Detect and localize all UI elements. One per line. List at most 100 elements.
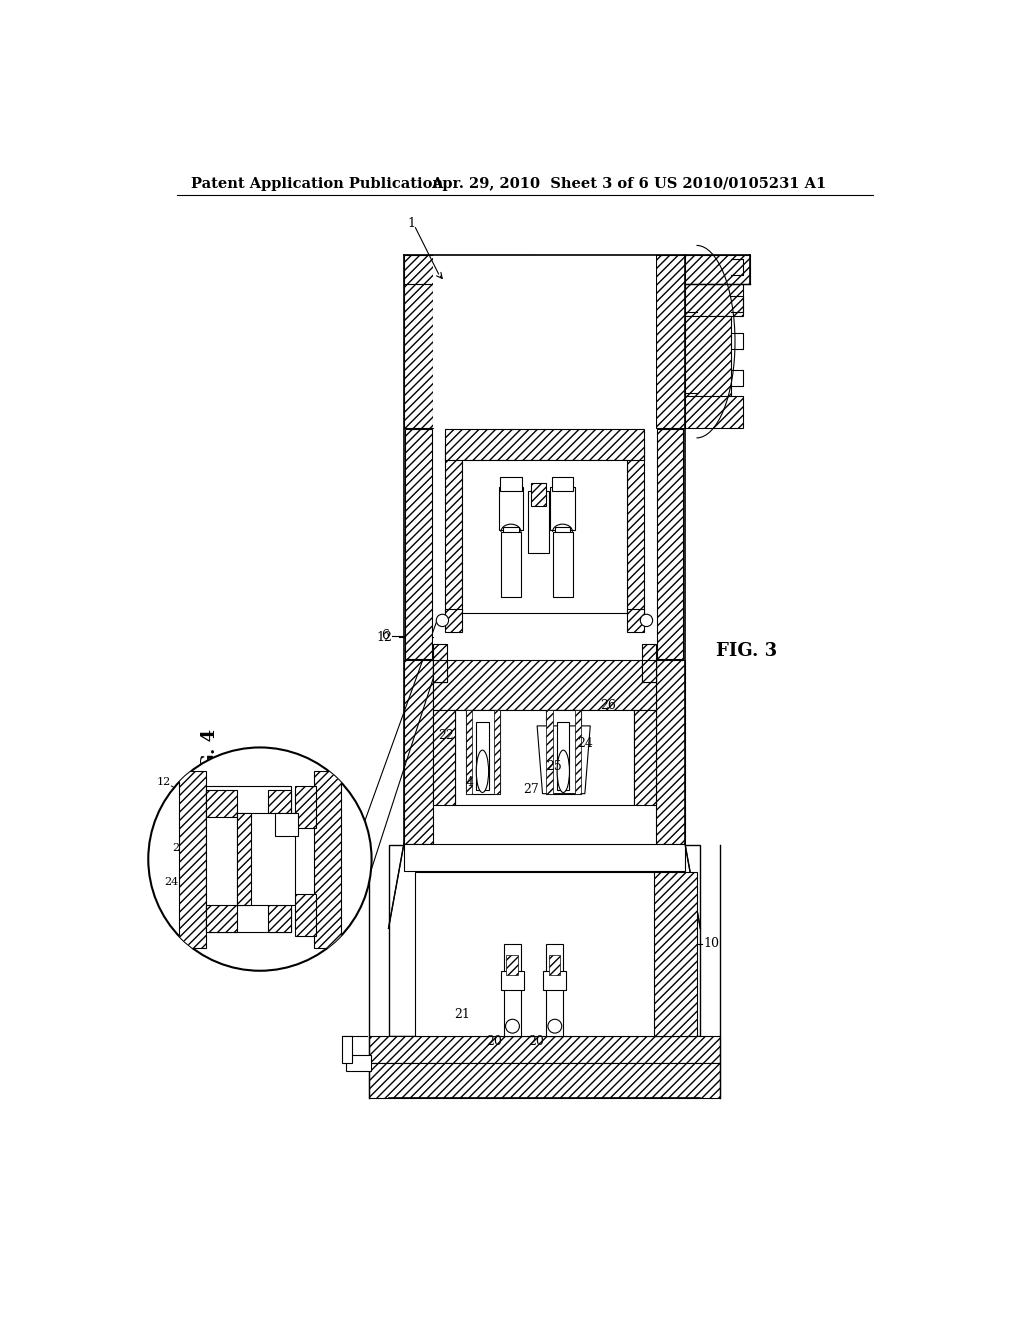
Bar [476, 722, 488, 789]
Text: 12: 12 [157, 777, 171, 787]
Bar [406, 429, 432, 659]
Bar [628, 445, 644, 612]
Bar [206, 906, 237, 932]
Bar [267, 789, 291, 817]
Text: FIG. 3: FIG. 3 [716, 643, 777, 660]
Circle shape [148, 747, 372, 970]
Ellipse shape [557, 750, 569, 792]
Circle shape [506, 1019, 519, 1034]
Bar [313, 771, 341, 948]
Text: 26: 26 [600, 698, 615, 711]
Bar [370, 1036, 720, 1063]
Bar [501, 532, 521, 598]
Bar [370, 1063, 720, 1098]
Bar [403, 255, 751, 284]
Text: 27: 27 [523, 783, 539, 796]
Bar [547, 710, 553, 793]
Text: 22: 22 [438, 730, 454, 742]
Bar [462, 461, 628, 612]
Bar [657, 429, 683, 659]
Bar [685, 284, 742, 317]
Bar [237, 813, 295, 906]
Bar [237, 813, 251, 906]
Bar [403, 843, 685, 871]
Text: 6: 6 [381, 630, 389, 643]
Bar [342, 1036, 351, 1063]
Bar [295, 785, 316, 829]
Text: 24: 24 [164, 878, 178, 887]
Bar [503, 527, 518, 557]
Bar [416, 873, 674, 1036]
Bar [433, 660, 655, 710]
Bar [552, 478, 573, 491]
Bar [531, 483, 547, 507]
Bar [403, 660, 433, 843]
Text: 4: 4 [465, 776, 473, 788]
Text: 26: 26 [295, 924, 309, 933]
Bar [528, 491, 550, 553]
Bar [346, 1056, 371, 1071]
Bar [547, 710, 581, 793]
Bar [642, 644, 655, 682]
Bar [549, 956, 560, 974]
Bar [275, 813, 298, 836]
Bar [433, 660, 447, 682]
Bar [295, 894, 316, 936]
Text: FIG. 4: FIG. 4 [201, 729, 219, 789]
Circle shape [436, 614, 449, 627]
Circle shape [640, 614, 652, 627]
Ellipse shape [476, 750, 488, 792]
Text: 25: 25 [266, 916, 281, 925]
Bar [433, 710, 455, 805]
Bar [444, 429, 644, 461]
Bar [403, 255, 433, 428]
Text: 22: 22 [172, 842, 186, 853]
Text: Apr. 29, 2010  Sheet 3 of 6: Apr. 29, 2010 Sheet 3 of 6 [431, 177, 648, 191]
Bar [685, 317, 731, 397]
Bar [685, 396, 742, 428]
Text: Patent Application Publication: Patent Application Publication [190, 177, 442, 191]
Bar [433, 644, 447, 682]
Text: 24: 24 [577, 737, 593, 750]
Bar [634, 710, 655, 805]
Text: 21: 21 [454, 1008, 470, 1022]
Bar [655, 255, 685, 428]
Text: 4: 4 [241, 850, 248, 861]
Text: US 2010/0105231 A1: US 2010/0105231 A1 [654, 177, 826, 191]
Bar [179, 771, 206, 948]
Bar [500, 478, 521, 491]
Bar [574, 710, 581, 793]
Polygon shape [538, 726, 590, 793]
Bar [444, 445, 462, 612]
Bar [642, 660, 655, 682]
Bar [544, 970, 566, 990]
Circle shape [548, 1019, 562, 1034]
Text: 25: 25 [546, 760, 562, 774]
Bar [547, 944, 563, 1036]
Bar [206, 785, 291, 932]
Bar [388, 845, 700, 1036]
Bar [557, 722, 569, 789]
Text: 20: 20 [528, 1035, 545, 1048]
Text: 10: 10 [703, 937, 720, 950]
Bar [466, 710, 500, 793]
Text: 1: 1 [408, 218, 416, 231]
Bar [504, 944, 521, 1036]
Bar [433, 255, 655, 428]
Bar [555, 527, 570, 557]
Bar [499, 487, 523, 529]
Bar [550, 487, 574, 529]
Text: 20: 20 [486, 1035, 502, 1048]
Bar [466, 710, 472, 793]
Bar [494, 710, 500, 793]
Bar [444, 609, 462, 632]
Bar [267, 906, 291, 932]
Bar [655, 660, 685, 843]
Bar [654, 873, 696, 1036]
Bar [403, 255, 528, 284]
Bar [628, 609, 644, 632]
Bar [455, 710, 634, 805]
Text: 34: 34 [314, 785, 329, 795]
Text: 12: 12 [377, 631, 392, 644]
Bar [501, 970, 524, 990]
